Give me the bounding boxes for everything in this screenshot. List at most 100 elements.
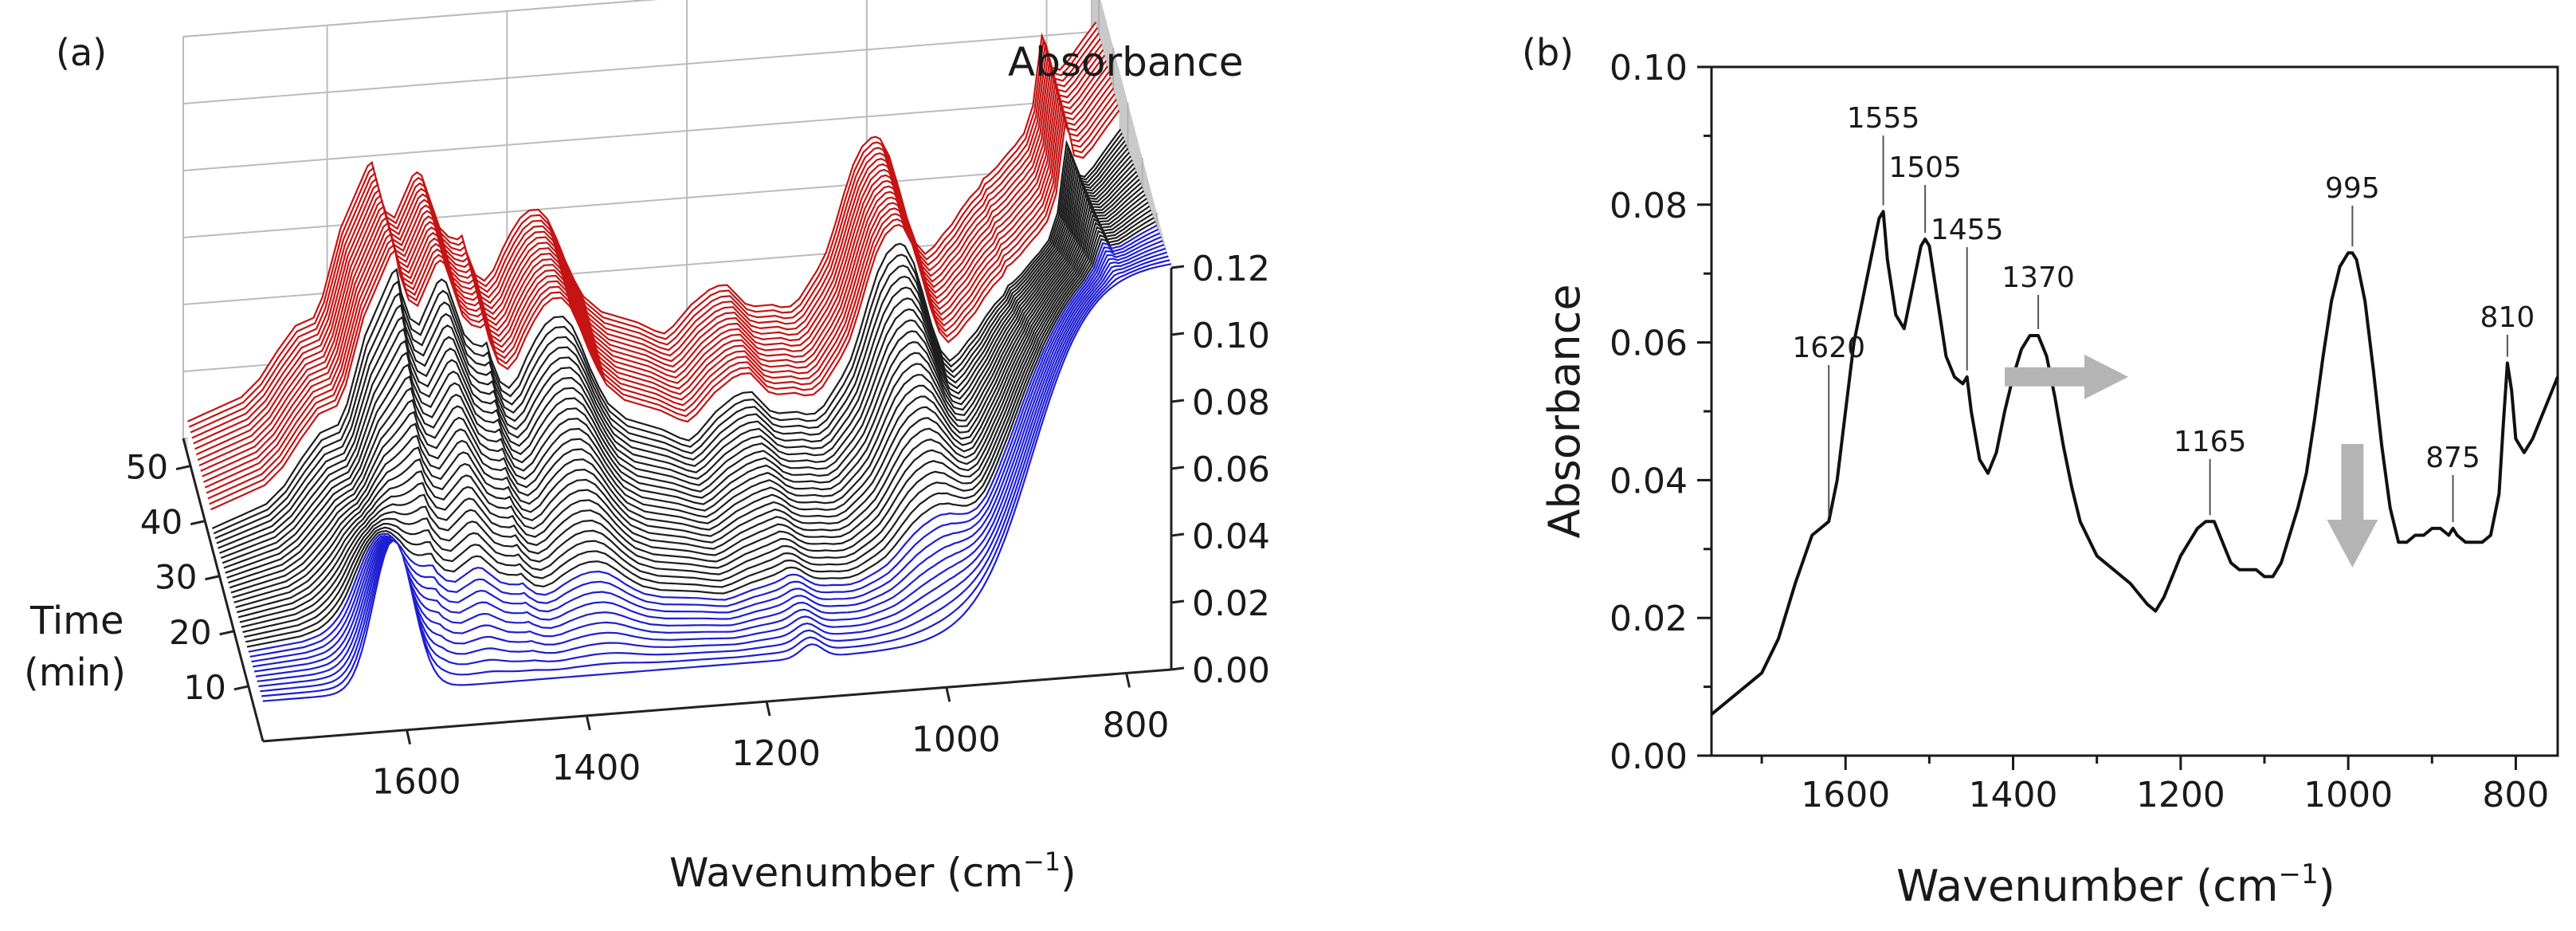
z-tick-label: 0.12: [1192, 249, 1270, 289]
spectrum-curve: [197, 60, 1108, 462]
spectrum-curve: [225, 163, 1135, 574]
x-tick: [765, 701, 771, 717]
annotation-label: 875: [2425, 442, 2480, 474]
annotation-label: 1165: [2174, 426, 2247, 458]
spectrum-curve: [209, 104, 1119, 505]
spectrum-curve: [207, 99, 1117, 500]
spectrum-curve: [188, 27, 1099, 428]
z-tick-label: 0.02: [1192, 583, 1270, 624]
y-tick-label: 0.08: [1610, 186, 1688, 226]
z-tick: [1170, 332, 1185, 336]
annotation-label: 1555: [1847, 102, 1920, 135]
time-tick: [190, 520, 206, 526]
spectrum-curve: [226, 167, 1136, 579]
annotation-label: 1370: [2002, 261, 2075, 294]
spectrum-curve: [248, 224, 1158, 653]
spectrum-curve: [229, 175, 1139, 589]
time-tick-label: 50: [126, 448, 168, 487]
panel-b-x-axis-title: Wavenumber (cm−1): [1896, 858, 2335, 911]
z-tick: [1170, 399, 1185, 403]
spectrum-curve: [210, 109, 1120, 511]
panel-a-spectra-curves: [187, 22, 1172, 741]
time-tick-label: 30: [155, 558, 197, 597]
spectrum-curve: [213, 132, 1123, 535]
x-tick-label: 1200: [731, 733, 821, 774]
spectrum-curve: [223, 159, 1133, 569]
spectrum-curve: [242, 209, 1152, 634]
time-axis-line: [182, 438, 265, 742]
panel-b-x-axis: 1600 1400 1200 1000 800: [1760, 756, 2549, 815]
right-arrow: [2005, 354, 2129, 399]
z-tick-label: 0.00: [1192, 650, 1270, 691]
panel-b-line-chart: (b) 0.00 0.02 0.04 0.06 0.08 0.10 1600 1400 120…: [1522, 31, 2559, 911]
spectrum-curve: [220, 151, 1131, 560]
annotation-label: 810: [2480, 301, 2535, 334]
x-tick-label: 1000: [2304, 775, 2393, 815]
spectrum-curve: [195, 54, 1106, 456]
panel-b-spectrum: [1710, 210, 2559, 716]
down-arrow: [2327, 443, 2378, 568]
x-tick: [585, 715, 591, 731]
time-tick: [205, 575, 220, 581]
x-tick: [945, 686, 951, 702]
y-tick-label: 0.06: [1610, 324, 1688, 364]
panel-b-peak-annotations: 1620 1555 1505 1455 1370 1165 995 875 810: [1792, 102, 2535, 522]
annotation-label: 995: [2325, 172, 2380, 205]
x-tick-label: 800: [2482, 775, 2549, 815]
spectrum-curve: [202, 77, 1112, 477]
spectrum-curve: [216, 140, 1126, 544]
time-tick: [219, 630, 234, 636]
z-tick-label: 0.04: [1192, 517, 1270, 557]
spectrum-curve: [241, 205, 1151, 628]
spectrum-curve: [219, 147, 1129, 554]
x-tick-label: 1400: [551, 748, 641, 788]
panel-a-x-axis-title-main: Wavenumber (cm: [669, 850, 1023, 896]
z-tick-label: 0.06: [1192, 450, 1270, 490]
panel-a-label: (a): [56, 31, 107, 74]
time-tick-label: 20: [169, 613, 211, 652]
spectrum-fill: [260, 256, 1169, 731]
spectrum-curve: [228, 171, 1138, 584]
y-tick-label: 0.04: [1610, 461, 1688, 501]
x-tick-label: 1400: [1969, 775, 2058, 815]
x-axis-line: [262, 668, 1172, 743]
spectrum-curve: [200, 71, 1110, 472]
panel-b-x-axis-title-close: ): [2319, 861, 2335, 911]
spectrum-curve: [239, 202, 1149, 623]
z-tick: [1170, 532, 1185, 537]
z-tick: [1170, 466, 1185, 470]
spectrum-curve: [246, 221, 1156, 648]
spectrum-curve: [244, 213, 1153, 638]
x-tick: [406, 729, 412, 745]
z-tick: [1170, 599, 1185, 604]
x-tick-label: 1200: [2136, 775, 2225, 815]
panel-a-axes: 1600 1400 1200 1000 800 10 20 30 40 50 0.00 0.02 0.0…: [126, 249, 1270, 803]
spectrum-curve: [211, 128, 1122, 529]
time-tick: [233, 685, 249, 691]
panel-a-x-axis-title-close: ): [1061, 850, 1076, 896]
spectrum-curve: [190, 33, 1100, 434]
back-wall-gridline: [182, 0, 658, 37]
time-tick-label: 10: [183, 668, 225, 707]
spectrum-curve: [235, 190, 1145, 609]
spectrum-curve: [245, 217, 1155, 643]
panel-a-z-axis-title: Absorbance: [1008, 39, 1243, 85]
spectrum-curve: [222, 155, 1131, 564]
annotation-label: 1620: [1792, 332, 1865, 364]
spectrum-curve: [232, 182, 1142, 599]
annotation-label: 1455: [1931, 214, 2004, 246]
spectrum-curve: [191, 38, 1101, 439]
spectrum-fill: [258, 252, 1167, 725]
x-tick-label: 1600: [1801, 775, 1890, 815]
z-tick-label: 0.10: [1192, 316, 1270, 356]
x-tick-label: 1600: [372, 762, 461, 803]
spectrum-curve: [262, 263, 1172, 702]
spectrum-fill: [263, 264, 1171, 741]
panel-a-time-axis-title-line1: Time: [29, 599, 124, 643]
spectrum-curve: [193, 43, 1103, 445]
z-tick: [1170, 666, 1185, 671]
spectrum-curve: [214, 136, 1124, 540]
spectrum-curve: [194, 49, 1104, 450]
panel-b-x-axis-title-main: Wavenumber (cm: [1896, 861, 2279, 911]
